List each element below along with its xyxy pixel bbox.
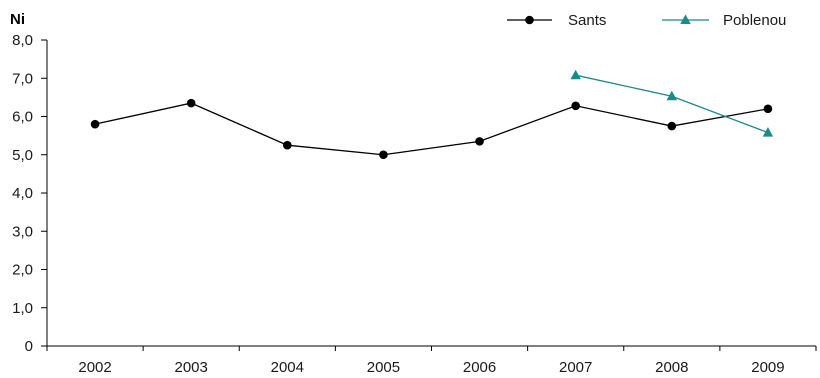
data-point	[762, 127, 774, 137]
series-line	[94, 102, 769, 156]
x-tick-label: 2006	[463, 359, 496, 376]
data-point	[379, 150, 388, 160]
x-tick-label: 2005	[367, 359, 400, 376]
x-tick-label: 2002	[78, 359, 111, 376]
y-tick-label: 0	[25, 338, 33, 355]
y-tick-label: 1,0	[12, 300, 33, 317]
y-axis: 0 1,0 2,0 3,0 4,0 5,0 6,0 7,0 8,0	[12, 32, 47, 355]
data-point	[90, 119, 100, 129]
data-point	[570, 69, 581, 80]
y-tick-label: 5,0	[12, 147, 33, 164]
legend: Sants Poblenou	[507, 12, 786, 29]
series-sants	[90, 98, 773, 160]
data-point	[666, 90, 678, 101]
x-tick-label: 2004	[271, 359, 304, 376]
data-point	[667, 121, 677, 131]
y-tick-label: 6,0	[12, 109, 33, 126]
legend-label: Poblenou	[723, 12, 786, 29]
x-axis: 2002 2003 2004 2005 2006 2007 2008 2009	[46, 346, 817, 376]
data-point	[571, 101, 580, 111]
y-axis-title: Ni	[10, 11, 25, 28]
data-point	[475, 137, 484, 146]
legend-label: Sants	[568, 12, 606, 29]
x-tick-label: 2009	[751, 359, 784, 376]
y-tick-label: 8,0	[12, 32, 33, 49]
series-poblenou	[570, 69, 774, 137]
x-tick-label: 2003	[175, 359, 208, 376]
data-point	[186, 98, 196, 108]
x-tick-label: 2007	[559, 359, 592, 376]
y-tick-label: 4,0	[12, 185, 33, 202]
data-point	[763, 104, 773, 114]
x-tick-label: 2008	[655, 359, 688, 376]
series-layer	[90, 69, 774, 160]
y-tick-label: 7,0	[12, 70, 33, 87]
y-tick-label: 2,0	[12, 262, 33, 279]
legend-marker	[680, 14, 691, 24]
legend-marker	[525, 15, 534, 25]
y-tick-label: 3,0	[12, 223, 33, 240]
data-point	[283, 140, 292, 150]
